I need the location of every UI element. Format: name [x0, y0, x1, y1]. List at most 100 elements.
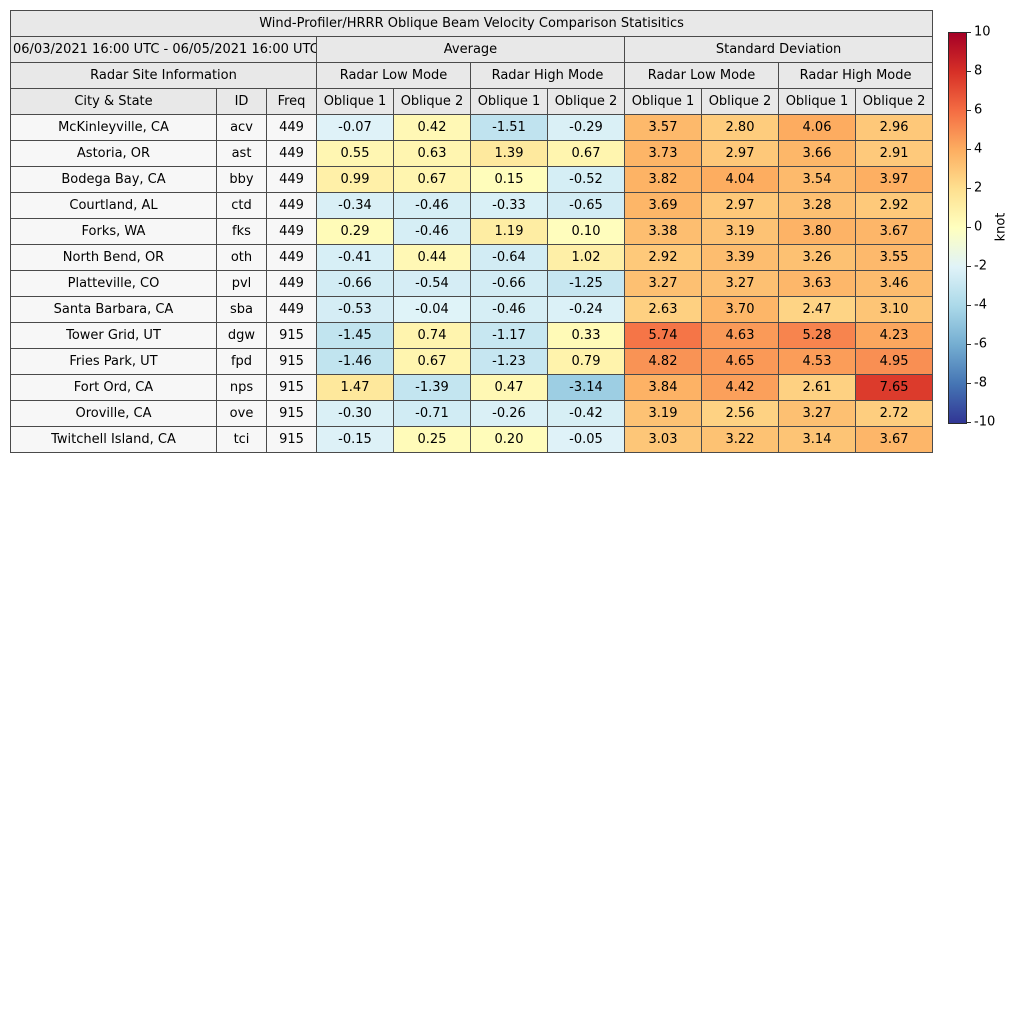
group-header-stddev: Standard Deviation — [625, 37, 933, 63]
value-cell: -1.46 — [317, 349, 394, 375]
value-cell: 0.29 — [317, 219, 394, 245]
value-cell: 0.47 — [471, 375, 548, 401]
value-cell: 3.10 — [856, 297, 933, 323]
value-cell: 0.67 — [394, 349, 471, 375]
value-cell: 0.67 — [394, 167, 471, 193]
colorbar-tick-label: 10 — [974, 26, 991, 39]
city-cell: Astoria, OR — [11, 141, 217, 167]
value-cell: 0.44 — [394, 245, 471, 271]
freq-cell: 449 — [267, 297, 317, 323]
value-cell: 4.82 — [625, 349, 702, 375]
colorbar-tickmark — [967, 110, 971, 111]
colorbar-tickmark — [967, 383, 971, 384]
value-cell: 2.80 — [702, 115, 779, 141]
value-cell: -0.66 — [471, 271, 548, 297]
colorbar-tickmark — [967, 227, 971, 228]
value-cell: 0.25 — [394, 427, 471, 453]
city-cell: North Bend, OR — [11, 245, 217, 271]
site-id-cell: ove — [217, 401, 267, 427]
value-cell: -0.46 — [394, 219, 471, 245]
value-cell: -0.05 — [548, 427, 625, 453]
value-cell: -0.53 — [317, 297, 394, 323]
value-cell: 0.20 — [471, 427, 548, 453]
mode-header-row: Radar Site Information Radar Low Mode Ra… — [11, 63, 933, 89]
city-cell: Fries Park, UT — [11, 349, 217, 375]
table-row: Astoria, ORast4490.550.631.390.673.732.9… — [11, 141, 933, 167]
colorbar-tick-label: 4 — [974, 143, 982, 156]
oblique1-header: Oblique 1 — [317, 89, 394, 115]
value-cell: 3.39 — [702, 245, 779, 271]
value-cell: 3.73 — [625, 141, 702, 167]
colorbar-axis-label: knot — [994, 213, 1009, 242]
avg-low-mode-header: Radar Low Mode — [317, 63, 471, 89]
value-cell: 3.66 — [779, 141, 856, 167]
value-cell: -0.46 — [394, 193, 471, 219]
value-cell: 3.14 — [779, 427, 856, 453]
value-cell: 2.56 — [702, 401, 779, 427]
value-cell: 3.19 — [625, 401, 702, 427]
value-cell: 0.67 — [548, 141, 625, 167]
value-cell: 4.06 — [779, 115, 856, 141]
value-cell: 3.03 — [625, 427, 702, 453]
value-cell: 0.10 — [548, 219, 625, 245]
value-cell: -0.07 — [317, 115, 394, 141]
freq-cell: 915 — [267, 375, 317, 401]
value-cell: 3.27 — [625, 271, 702, 297]
figure: Wind-Profiler/HRRR Oblique Beam Velocity… — [0, 0, 1024, 1024]
site-id-cell: sba — [217, 297, 267, 323]
colorbar-tickmark — [967, 422, 971, 423]
value-cell: -0.71 — [394, 401, 471, 427]
value-cell: 0.63 — [394, 141, 471, 167]
colorbar — [948, 32, 967, 424]
table-title: Wind-Profiler/HRRR Oblique Beam Velocity… — [11, 11, 933, 37]
value-cell: -0.26 — [471, 401, 548, 427]
value-cell: 3.22 — [702, 427, 779, 453]
value-cell: -0.33 — [471, 193, 548, 219]
oblique2-header: Oblique 2 — [548, 89, 625, 115]
value-cell: -0.52 — [548, 167, 625, 193]
freq-cell: 449 — [267, 245, 317, 271]
city-cell: Oroville, CA — [11, 401, 217, 427]
group-header-average: Average — [317, 37, 625, 63]
colorbar-tick-label: -8 — [974, 377, 987, 390]
site-id-cell: fpd — [217, 349, 267, 375]
city-cell: Courtland, AL — [11, 193, 217, 219]
value-cell: 1.19 — [471, 219, 548, 245]
value-cell: 2.92 — [625, 245, 702, 271]
value-cell: 4.53 — [779, 349, 856, 375]
city-cell: Twitchell Island, CA — [11, 427, 217, 453]
value-cell: 2.47 — [779, 297, 856, 323]
value-cell: 3.27 — [779, 401, 856, 427]
site-id-cell: ctd — [217, 193, 267, 219]
colorbar-tickmark — [967, 266, 971, 267]
oblique1-header: Oblique 1 — [625, 89, 702, 115]
std-high-mode-header: Radar High Mode — [779, 63, 933, 89]
value-cell: 3.69 — [625, 193, 702, 219]
value-cell: 0.99 — [317, 167, 394, 193]
site-id-cell: tci — [217, 427, 267, 453]
colorbar-tickmark — [967, 188, 971, 189]
freq-cell: 915 — [267, 349, 317, 375]
value-cell: 0.15 — [471, 167, 548, 193]
site-id-cell: pvl — [217, 271, 267, 297]
value-cell: 0.74 — [394, 323, 471, 349]
value-cell: -0.24 — [548, 297, 625, 323]
oblique2-header: Oblique 2 — [856, 89, 933, 115]
column-header-row: City & State ID Freq Oblique 1 Oblique 2… — [11, 89, 933, 115]
table-row: Twitchell Island, CAtci915-0.150.250.20-… — [11, 427, 933, 453]
colorbar-tickmark — [967, 344, 971, 345]
freq-cell: 915 — [267, 323, 317, 349]
value-cell: 2.61 — [779, 375, 856, 401]
freq-cell: 449 — [267, 271, 317, 297]
id-header: ID — [217, 89, 267, 115]
value-cell: 3.19 — [702, 219, 779, 245]
freq-cell: 449 — [267, 167, 317, 193]
value-cell: 3.27 — [702, 271, 779, 297]
value-cell: 1.02 — [548, 245, 625, 271]
value-cell: -0.66 — [317, 271, 394, 297]
colorbar-tickmark — [967, 305, 971, 306]
stats-table: Wind-Profiler/HRRR Oblique Beam Velocity… — [10, 10, 933, 453]
value-cell: 2.72 — [856, 401, 933, 427]
table-row: Santa Barbara, CAsba449-0.53-0.04-0.46-0… — [11, 297, 933, 323]
value-cell: -0.64 — [471, 245, 548, 271]
